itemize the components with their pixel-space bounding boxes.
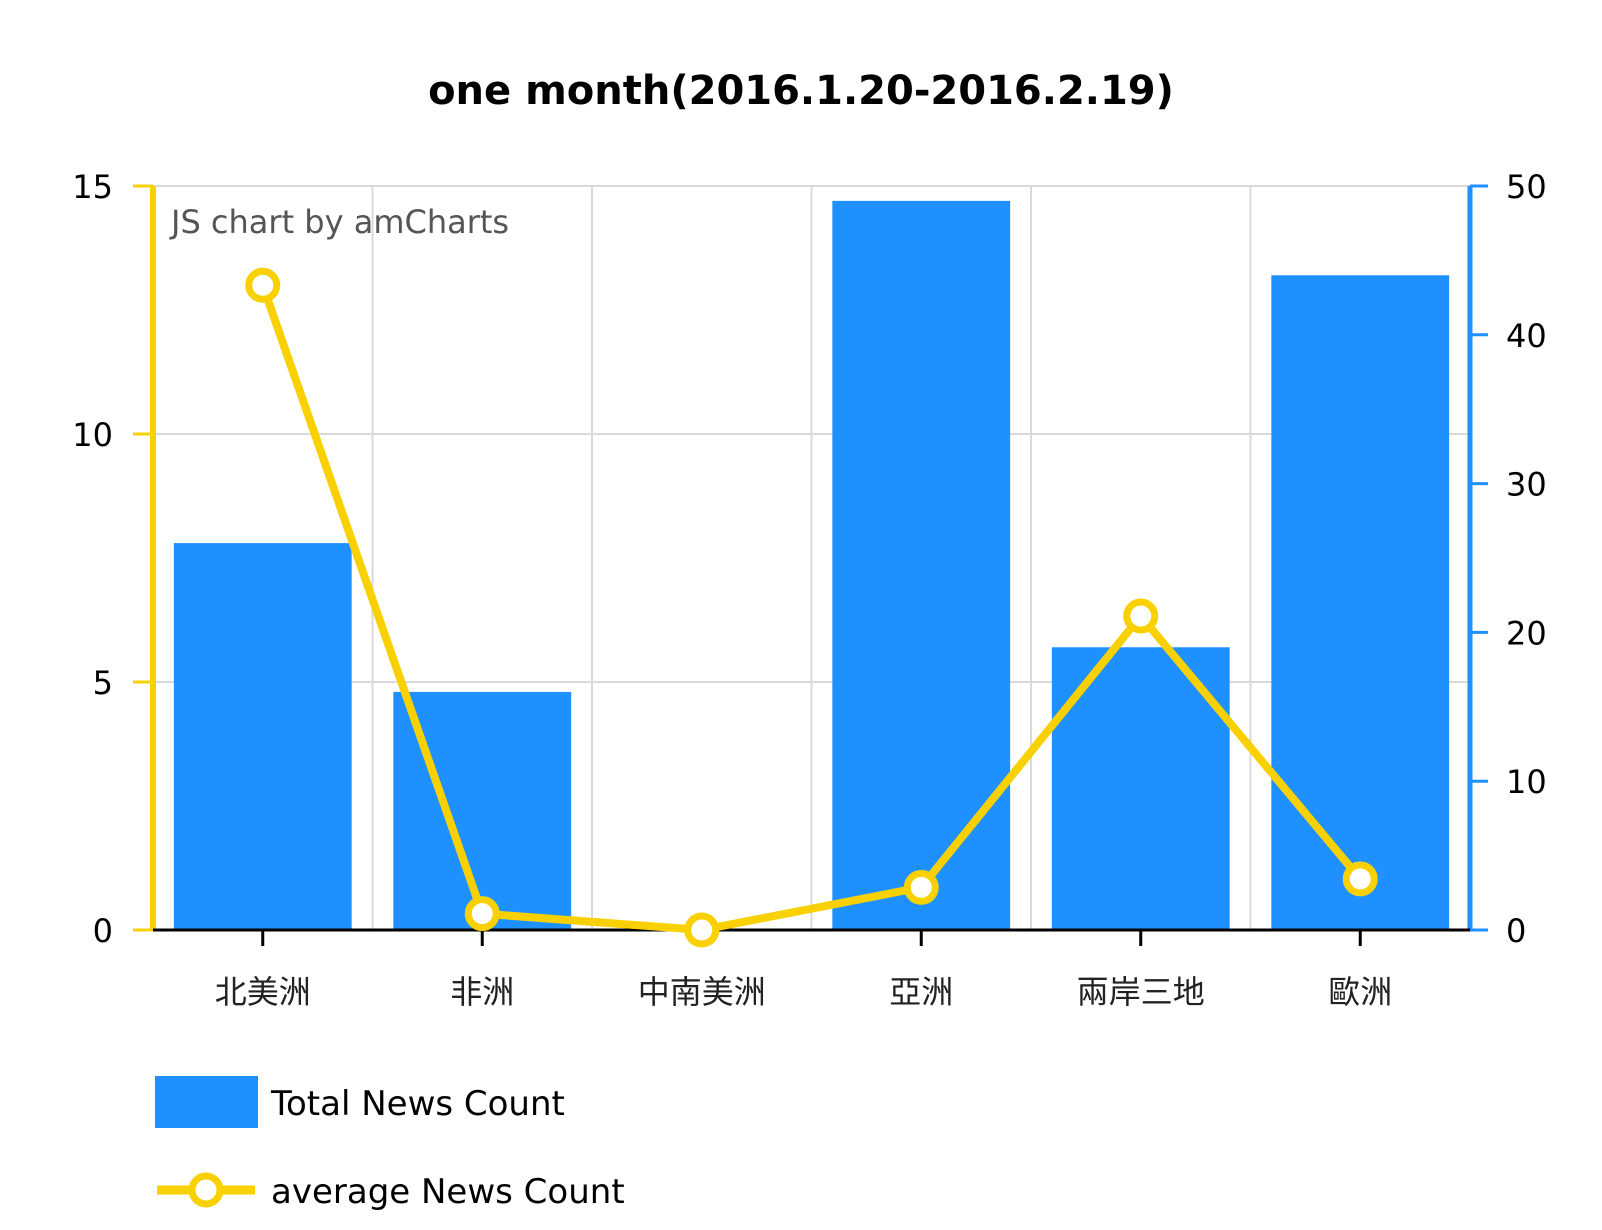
right-tick-label: 50 <box>1506 168 1547 206</box>
left-tick-label: 15 <box>72 168 113 206</box>
legend: Total News Count average News Count <box>155 1076 625 1212</box>
right-tick-label: 40 <box>1506 317 1547 355</box>
legend-label-total-news-count[interactable]: Total News Count <box>270 1084 565 1124</box>
x-tick-label-5: 兩岸三地 <box>1077 973 1205 1011</box>
line-point-2[interactable] <box>464 896 500 932</box>
line-point-1[interactable] <box>245 267 281 303</box>
x-tick-label-6: 歐洲 <box>1328 973 1392 1011</box>
x-tick-label-1: 北美洲 <box>215 973 311 1011</box>
left-tick-label: 5 <box>93 664 113 702</box>
right-tick-label: 10 <box>1506 763 1547 801</box>
line-average-news-count <box>258 281 1365 934</box>
chart-title: one month(2016.1.20-2016.2.19) <box>428 68 1174 114</box>
left-tick-label: 10 <box>72 416 113 454</box>
bar-2[interactable] <box>393 691 572 930</box>
bar-1[interactable] <box>173 543 352 930</box>
legend-label-average-news-count[interactable]: average News Count <box>271 1172 625 1212</box>
line-point-3[interactable] <box>684 912 720 948</box>
line-point-5[interactable] <box>1123 598 1159 634</box>
legend-swatch-total-news-count[interactable] <box>155 1076 258 1128</box>
x-tick-label-4: 亞洲 <box>889 973 953 1011</box>
x-tick-label-2: 非洲 <box>450 973 514 1011</box>
legend-swatch-marker-average-news-count[interactable] <box>188 1172 224 1208</box>
bar-4[interactable] <box>832 200 1011 930</box>
line-point-4[interactable] <box>903 869 939 905</box>
line-point-6[interactable] <box>1342 861 1378 897</box>
right-tick-label: 30 <box>1506 466 1547 504</box>
bar-6[interactable] <box>1271 275 1450 930</box>
left-tick-label: 0 <box>93 912 113 950</box>
right-tick-label: 20 <box>1506 614 1547 652</box>
bar-layer <box>173 200 1450 930</box>
right-tick-label: 0 <box>1506 912 1526 950</box>
x-tick-label-3: 中南美洲 <box>638 973 766 1011</box>
axis-layer: 0 5 10 15 0 10 20 30 40 50 北美洲 非洲 中南美洲 亞洲 兩岸三地 歐洲 <box>72 168 1546 1011</box>
chart-credit[interactable]: JS chart by amCharts <box>169 203 509 241</box>
line-layer <box>245 267 1378 948</box>
